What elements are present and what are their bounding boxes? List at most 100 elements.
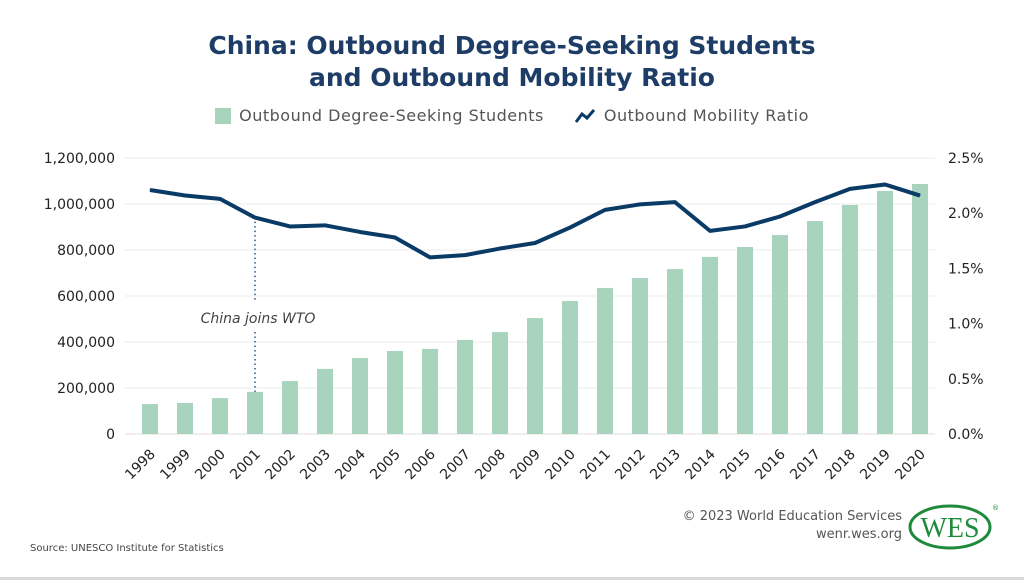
x-tick-label: 1999 xyxy=(157,447,194,484)
bar xyxy=(387,350,403,434)
x-tick-label: 2007 xyxy=(437,447,474,484)
ratio-point xyxy=(289,225,291,227)
bar xyxy=(282,381,298,434)
x-tick-label: 2017 xyxy=(787,447,824,484)
title-line-1: China: Outbound Degree-Seeking Students xyxy=(208,31,816,60)
bar-swatch-icon xyxy=(215,107,232,124)
legend-item-ratio: Outbound Mobility Ratio xyxy=(574,106,809,125)
left-tick-label: 400,000 xyxy=(57,335,115,351)
ratio-point xyxy=(324,224,326,226)
ratio-point xyxy=(639,203,641,205)
x-tick-label: 2018 xyxy=(822,447,859,484)
site-url: wenr.wes.org xyxy=(815,527,902,542)
line-swatch-icon xyxy=(574,108,596,123)
x-tick-label: 2012 xyxy=(612,447,649,484)
bar xyxy=(772,235,788,434)
x-tick-label: 2002 xyxy=(262,447,299,484)
ratio-point xyxy=(394,236,396,238)
bar xyxy=(492,332,508,434)
bar xyxy=(702,256,718,434)
title-line-2: and Outbound Mobility Ratio xyxy=(309,63,715,92)
legend-item-students: Outbound Degree-Seeking Students xyxy=(215,106,544,125)
x-tick-label: 2004 xyxy=(332,446,369,483)
bar xyxy=(912,183,928,434)
ratio-point xyxy=(464,254,466,256)
bar xyxy=(212,398,228,434)
ratio-point xyxy=(744,225,746,227)
left-tick-label: 1,200,000 xyxy=(44,151,115,167)
right-tick-label: 2.0% xyxy=(948,206,984,222)
ratio-point xyxy=(814,201,816,203)
legend: Outbound Degree-Seeking Students Outboun… xyxy=(0,106,1024,125)
x-tick-label: 2005 xyxy=(367,447,404,484)
x-tick-label: 2001 xyxy=(227,447,264,484)
bar xyxy=(527,318,543,434)
x-tick-label: 2016 xyxy=(752,446,789,483)
bar xyxy=(317,368,333,434)
ratio-point xyxy=(429,256,431,258)
ratio-point xyxy=(219,198,221,200)
x-tick-label: 2015 xyxy=(717,447,754,484)
right-tick-label: 1.5% xyxy=(948,261,984,277)
bar xyxy=(352,358,368,434)
right-tick-label: 1.0% xyxy=(948,317,984,333)
ratio-point xyxy=(604,209,606,211)
x-tick-label: 2003 xyxy=(297,447,334,484)
ratio-point xyxy=(149,189,151,191)
ratio-point xyxy=(569,227,571,229)
x-tick-label: 2008 xyxy=(472,447,509,484)
ratio-point xyxy=(499,248,501,250)
left-tick-label: 600,000 xyxy=(57,289,115,305)
chart-title: China: Outbound Degree-Seeking Students … xyxy=(0,30,1024,94)
bar xyxy=(457,339,473,434)
x-tick-label: 2013 xyxy=(647,447,684,484)
bar xyxy=(667,269,683,434)
x-tick-label: 2009 xyxy=(507,447,544,484)
ratio-point xyxy=(919,195,921,197)
bar xyxy=(807,221,823,434)
chart-plot: 0 200,000 400,000 600,000 800,000 1,000,000 1,… xyxy=(44,151,984,484)
x-tick-label: 2019 xyxy=(857,447,894,484)
bar xyxy=(842,204,858,434)
right-tick-label: 2.5% xyxy=(948,151,984,167)
bar xyxy=(737,247,753,434)
annotation-label: China joins WTO xyxy=(201,311,316,327)
x-tick-label: 2006 xyxy=(402,446,439,483)
legend-label-ratio: Outbound Mobility Ratio xyxy=(603,106,809,125)
bar xyxy=(422,348,438,434)
ratio-point xyxy=(884,183,886,185)
ratio-point xyxy=(359,231,361,233)
right-tick-label: 0.0% xyxy=(948,427,984,443)
ratio-point xyxy=(254,217,256,219)
ratio-point xyxy=(779,216,781,218)
ratio-point xyxy=(534,242,536,244)
x-tick-label: 2000 xyxy=(192,447,229,484)
bottom-rule xyxy=(0,577,1024,580)
bar xyxy=(877,190,893,434)
left-tick-label: 200,000 xyxy=(57,381,115,397)
x-tick-label: 2020 xyxy=(892,447,929,484)
bar xyxy=(247,391,263,434)
svg-text:WES: WES xyxy=(920,513,979,544)
wes-logo: WES ® xyxy=(908,504,998,550)
legend-label-students: Outbound Degree-Seeking Students xyxy=(239,106,544,125)
left-tick-label: 1,000,000 xyxy=(44,197,115,213)
bar xyxy=(177,402,193,434)
credit: © 2023 World Education Services wenr.wes… xyxy=(683,508,902,544)
left-tick-label: 800,000 xyxy=(57,243,115,259)
left-tick-label: 0 xyxy=(106,427,115,443)
x-tick-label: 1998 xyxy=(122,447,159,484)
ratio-point xyxy=(709,230,711,232)
bar xyxy=(632,278,648,434)
bar xyxy=(597,287,613,434)
ratio-line xyxy=(149,182,921,260)
ratio-point xyxy=(674,201,676,203)
x-tick-label: 2014 xyxy=(682,446,719,483)
bar xyxy=(142,404,158,434)
copyright: © 2023 World Education Services xyxy=(682,509,902,524)
x-tick-label: 2010 xyxy=(542,447,579,484)
ratio-point xyxy=(849,188,851,190)
svg-text:®: ® xyxy=(992,504,998,512)
ratio-point xyxy=(184,195,186,197)
x-tick-label: 2011 xyxy=(577,447,614,484)
